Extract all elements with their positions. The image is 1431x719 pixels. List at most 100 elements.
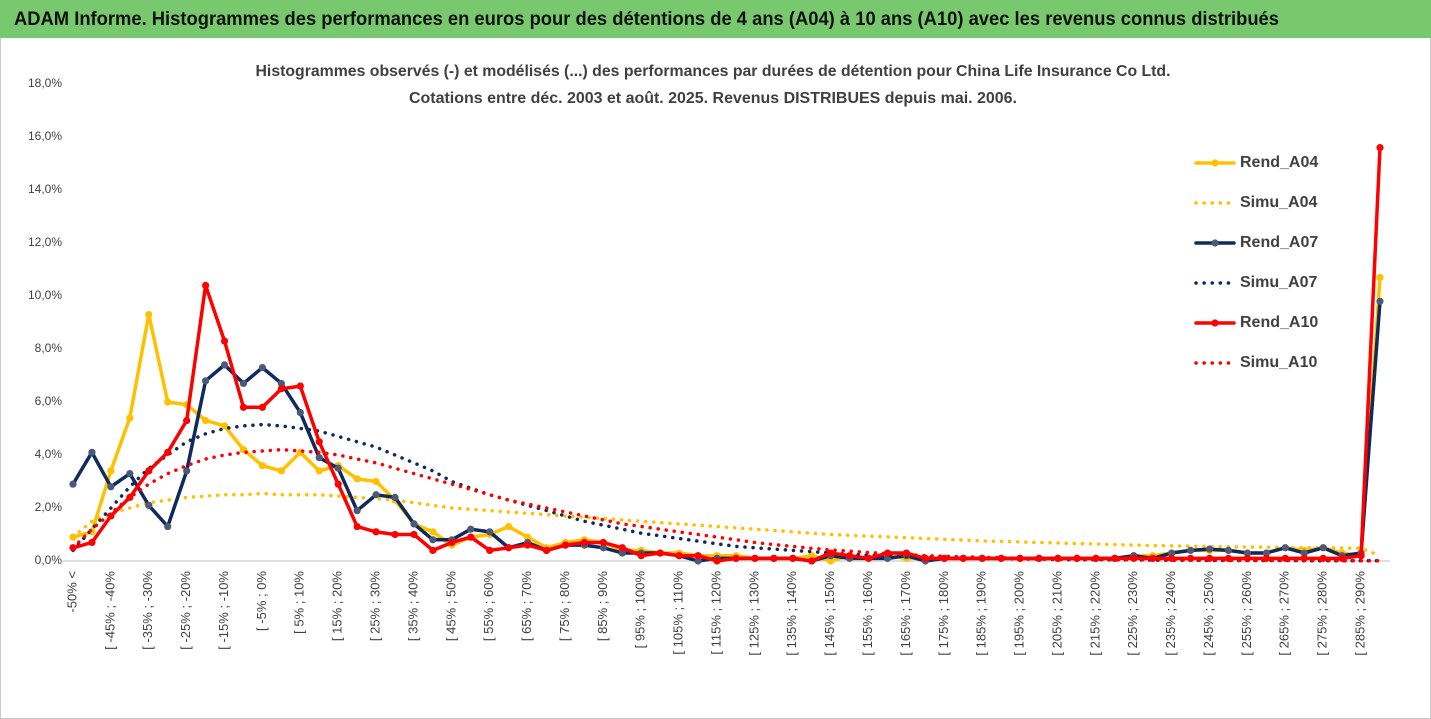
legend-marker	[1211, 239, 1219, 247]
series-marker	[429, 546, 437, 555]
series-marker	[1168, 549, 1176, 557]
x-tick-label: [ 65% ; 70%	[519, 571, 534, 642]
series-marker	[656, 549, 664, 557]
x-tick-label: [ 135% ; 140%	[784, 571, 799, 656]
series-marker	[164, 448, 172, 456]
series-marker	[561, 541, 570, 549]
series-marker	[69, 480, 77, 488]
series-marker	[694, 552, 702, 560]
x-tick-label: [ -25% ; -20%	[178, 571, 193, 650]
x-tick-label: [ 225% ; 230%	[1125, 571, 1140, 656]
series-marker	[88, 448, 96, 456]
series-marker	[827, 549, 835, 557]
series-marker	[88, 538, 96, 547]
series-marker	[372, 491, 380, 499]
series-marker	[1376, 144, 1384, 152]
series-marker	[448, 538, 456, 547]
series-marker	[846, 552, 854, 560]
x-tick-label: [ 105% ; 110%	[671, 571, 686, 655]
series-marker	[637, 552, 645, 560]
series-marker	[524, 533, 532, 541]
series-marker	[126, 414, 134, 422]
y-tick-label: 14,0%	[28, 182, 62, 196]
x-tick-label: [ 55% ; 60%	[481, 571, 496, 642]
series-marker	[334, 464, 342, 472]
x-tick-label: [ 255% ; 260%	[1239, 571, 1254, 656]
series-marker	[808, 552, 816, 560]
x-tick-label: [ 25% ; 30%	[368, 571, 383, 642]
x-tick-label: [ 285% ; 290%	[1352, 571, 1367, 656]
y-tick-label: 2,0%	[35, 500, 63, 514]
y-tick-label: 8,0%	[35, 341, 63, 355]
x-tick-label: [ 75% ; 80%	[557, 571, 572, 642]
series-marker	[220, 422, 229, 430]
series-marker	[751, 554, 759, 562]
x-tick-label: [ 275% ; 280%	[1315, 571, 1330, 656]
series-marker	[618, 544, 626, 552]
series-marker	[201, 377, 210, 385]
series-marker	[467, 525, 475, 533]
series-marker	[1111, 554, 1119, 562]
x-tick-label: [ 5% ; 10%	[292, 571, 307, 634]
series-marker	[258, 462, 267, 470]
x-tick-label: [ 95% ; 100%	[633, 571, 648, 649]
header-title: ADAM Informe. Histogrammes des performan…	[14, 9, 1279, 30]
series-marker	[315, 438, 323, 446]
y-tick-label: 0,0%	[35, 553, 63, 567]
series-marker	[429, 528, 437, 536]
y-tick-label: 16,0%	[28, 129, 62, 143]
series-marker	[1054, 554, 1062, 562]
series-marker	[1376, 273, 1384, 282]
series-marker	[410, 530, 418, 539]
series-marker	[883, 549, 892, 557]
series-marker	[599, 544, 607, 552]
x-tick-label: [ -5% ; 0%	[254, 571, 269, 631]
series-marker	[315, 454, 323, 462]
series-marker	[770, 554, 778, 562]
legend-marker	[1211, 319, 1219, 327]
series-marker	[827, 557, 835, 565]
x-tick-label: [ 15% ; 20%	[330, 571, 345, 642]
series-marker	[467, 533, 475, 541]
x-tick-label: [ -15% ; -10%	[216, 571, 231, 650]
series-marker	[164, 398, 172, 406]
series-marker	[126, 469, 134, 478]
series-marker	[220, 361, 229, 369]
series-marker	[599, 538, 607, 547]
series-marker	[353, 522, 361, 531]
series-marker	[353, 475, 361, 483]
series-marker	[107, 467, 115, 475]
series-marker	[258, 403, 267, 411]
series-marker	[315, 467, 323, 475]
series-marker	[1319, 544, 1327, 552]
y-tick-label: 12,0%	[28, 235, 62, 249]
series-marker	[334, 480, 342, 488]
x-tick-label: [ 35% ; 40%	[405, 571, 420, 642]
x-tick-label: [ 235% ; 240%	[1163, 571, 1178, 656]
legend-label: Rend_A04	[1240, 154, 1318, 171]
series-marker	[391, 530, 399, 539]
series-marker	[201, 281, 210, 289]
header-bar	[0, 0, 1431, 38]
series-marker	[505, 522, 513, 531]
series-marker	[486, 546, 494, 555]
series-marker	[429, 536, 437, 544]
series-marker	[1300, 549, 1308, 557]
x-tick-label: [ 245% ; 250%	[1201, 571, 1216, 656]
x-tick-label: [ 265% ; 270%	[1277, 571, 1292, 656]
x-tick-label: [ 185% ; 190%	[974, 571, 989, 656]
legend-label: Simu_A07	[1240, 274, 1317, 291]
series-marker	[732, 554, 740, 562]
legend-label: Simu_A04	[1240, 194, 1317, 211]
x-tick-label: -50% <	[64, 571, 79, 613]
series-marker	[505, 544, 513, 552]
series-marker	[1186, 546, 1195, 555]
series-line	[71, 145, 1382, 563]
series-marker	[258, 363, 267, 372]
series-marker	[1357, 552, 1365, 560]
series-marker	[1224, 546, 1233, 555]
series-marker	[675, 552, 683, 560]
series-marker	[353, 507, 361, 515]
